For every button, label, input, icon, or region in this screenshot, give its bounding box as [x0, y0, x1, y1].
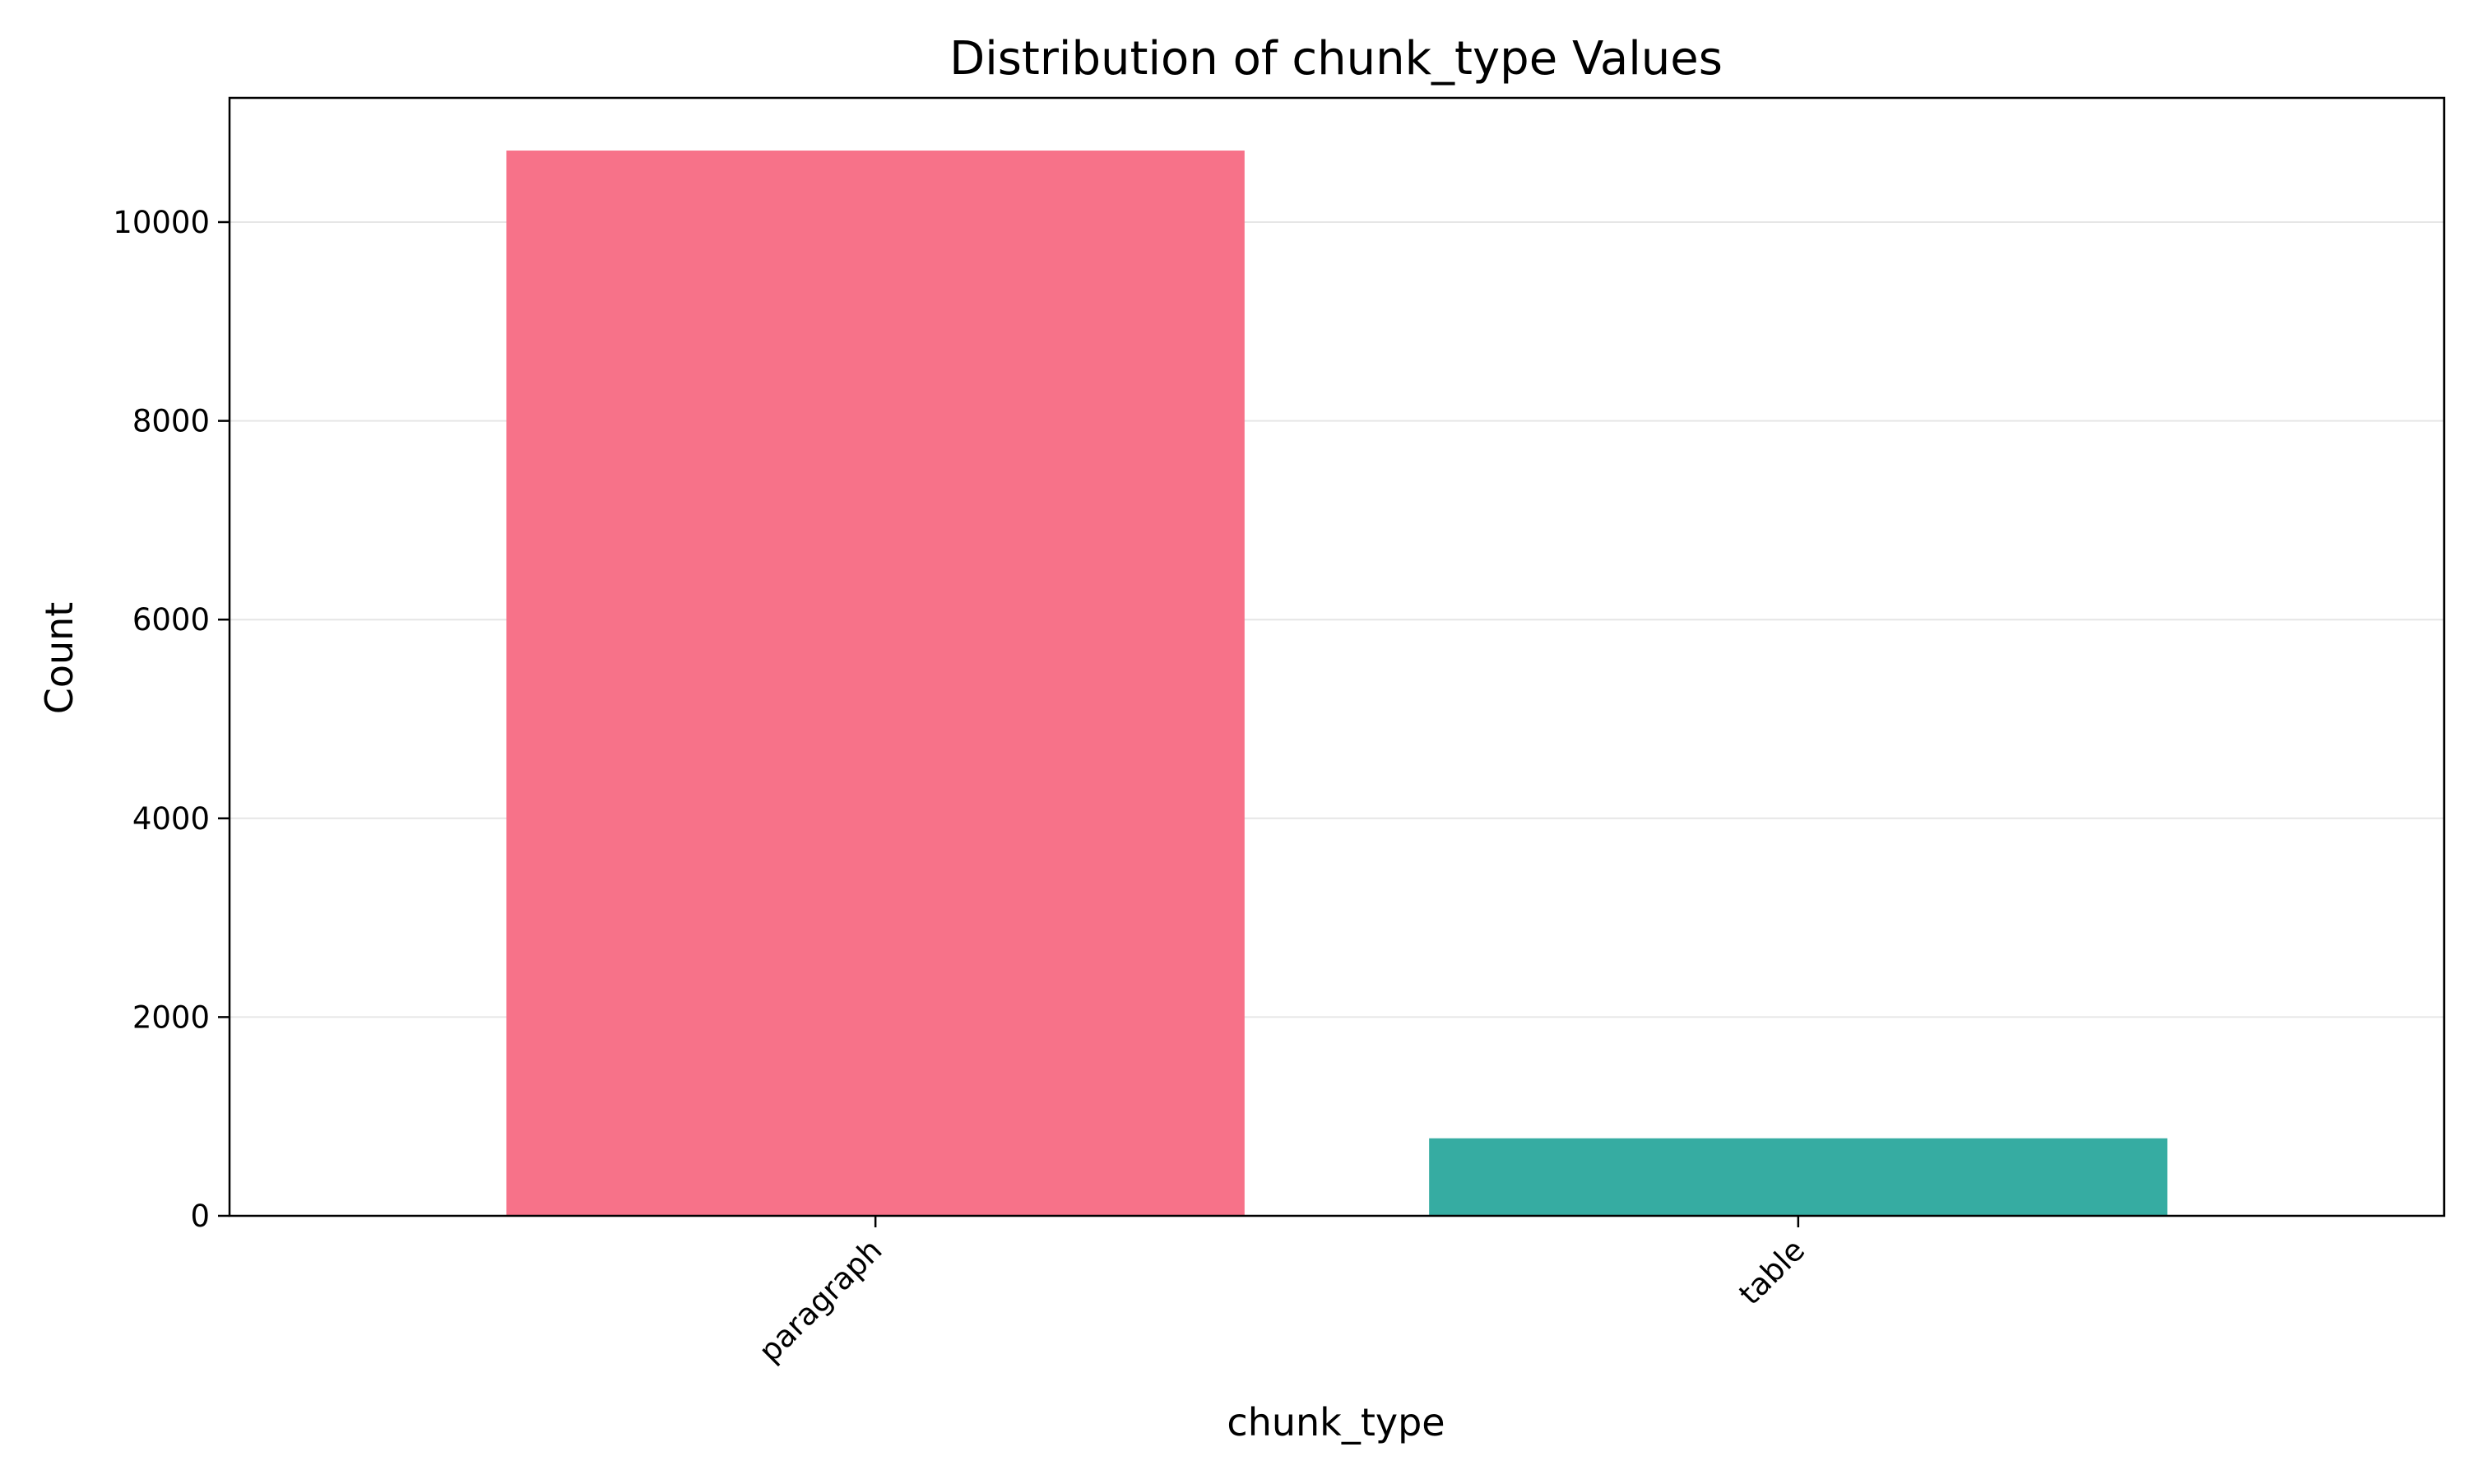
x-tick-label-paragraph: paragraph — [752, 1232, 888, 1369]
y-tick-label: 6000 — [132, 602, 210, 638]
x-axis-label: chunk_type — [1227, 1400, 1445, 1445]
bar-table — [1429, 1138, 2168, 1216]
x-tick-label-table: table — [1733, 1232, 1812, 1312]
y-axis-label: Count — [37, 602, 81, 715]
y-tick-label: 0 — [190, 1199, 210, 1234]
plot-frame — [228, 96, 2446, 1217]
bar-layer — [506, 151, 2168, 1216]
bar-paragraph — [506, 151, 1245, 1216]
y-tick-label: 4000 — [132, 801, 210, 837]
chart-title: Distribution of chunk_type Values — [949, 32, 1723, 86]
y-tick-label: 8000 — [132, 404, 210, 439]
y-tick-label: 10000 — [113, 205, 210, 240]
y-tick-label: 2000 — [132, 999, 210, 1035]
